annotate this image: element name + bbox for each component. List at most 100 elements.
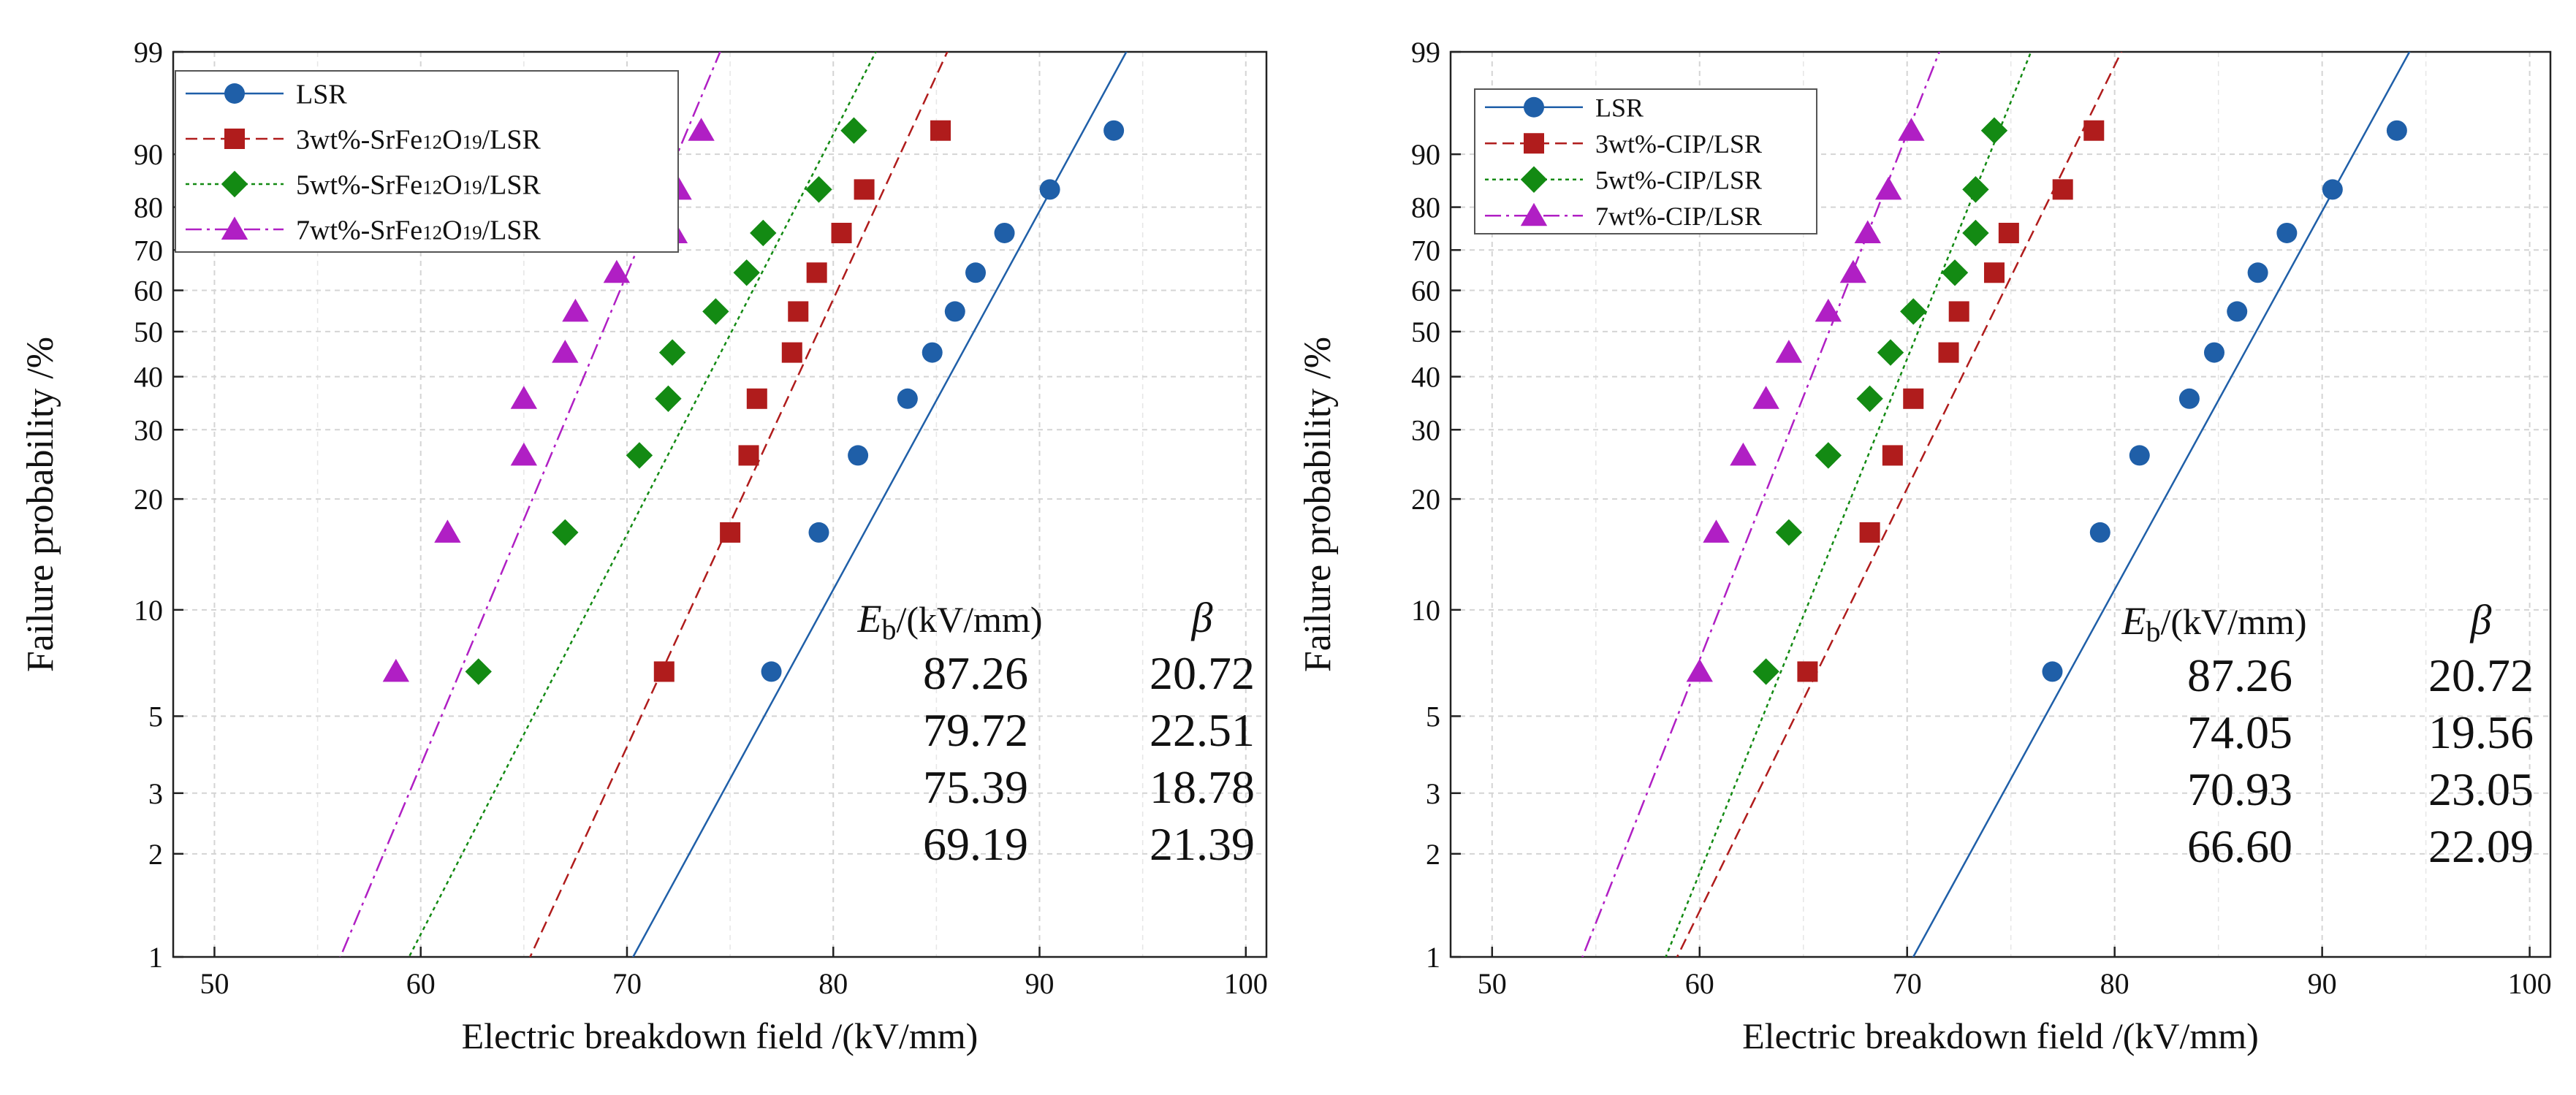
fit-line (408, 52, 877, 957)
y-axis-label: Failure probability /% (20, 337, 61, 672)
legend-label-part: 7wt%-SrFe (296, 215, 422, 245)
data-point (994, 222, 1015, 243)
table-eb-value: 66.60 (2187, 820, 2292, 872)
y-tick-label: 10 (1411, 594, 1440, 627)
legend: LSR 3wt%-CIP/LSR 5wt%-CIP/LSR 7wt%-CIP/LSR (1474, 88, 1817, 234)
data-point (562, 298, 589, 322)
legend-marker (1524, 96, 1544, 118)
legend-label-part: LSR (1595, 93, 1644, 122)
y-tick-label: 10 (134, 594, 163, 627)
data-point (1686, 658, 1713, 682)
data-point (1730, 442, 1757, 466)
data-point (552, 519, 579, 546)
plot-frame (1449, 50, 2552, 958)
data-point (2089, 522, 2110, 543)
data-point (2083, 120, 2105, 141)
legend-label-part: /LSR (482, 124, 542, 155)
legend: LSR3wt%-SrFe12O19/LSR5wt%-SrFe12O19/LSR7… (175, 70, 679, 253)
fit-line (1912, 52, 2411, 957)
data-point (922, 342, 943, 363)
data-point (688, 118, 715, 141)
data-point (510, 442, 538, 466)
data-point (2386, 120, 2407, 141)
grid (1451, 51, 2550, 958)
table-beta-value: 22.51 (1150, 704, 1255, 756)
y-tick-label: 80 (134, 191, 163, 224)
y-tick-label: 40 (134, 361, 163, 394)
legend-label-part: O (442, 215, 462, 245)
data-point (1839, 259, 1867, 283)
data-point (1859, 522, 1880, 543)
data-point (1983, 262, 2005, 283)
series-0 (1912, 52, 2411, 957)
legend-label-part: 5wt%-CIP/LSR (1595, 165, 1762, 194)
data-point (1797, 661, 1818, 682)
table-header-beta: β (1191, 594, 1213, 641)
data-point (1815, 298, 1842, 322)
data-point (738, 445, 759, 466)
legend-label: 5wt%-CIP/LSR (1595, 165, 1762, 194)
data-point (930, 120, 951, 141)
data-point (1938, 342, 1959, 363)
table-eb-value: 87.26 (2187, 649, 2292, 701)
table-eb-value: 87.26 (923, 647, 1028, 699)
y-tick-label: 30 (1411, 413, 1440, 446)
data-point (720, 522, 741, 543)
legend-marker (1524, 133, 1544, 154)
legend-box (175, 70, 679, 253)
data-point (702, 298, 729, 325)
data-point (1941, 259, 1969, 286)
x-tick-label: 100 (2508, 967, 2552, 1000)
table-beta-value: 20.72 (1150, 647, 1255, 699)
data-point (603, 259, 631, 283)
data-point (1854, 220, 1881, 243)
x-tick-label: 70 (1893, 967, 1922, 1000)
data-point (831, 222, 852, 243)
table-header-beta: β (2470, 596, 2492, 644)
legend-label: 3wt%-SrFe12O19/LSR (296, 124, 541, 155)
x-tick-label: 50 (1478, 967, 1507, 1000)
table-beta-value: 19.56 (2428, 706, 2534, 758)
legend-label-part: LSR (296, 79, 347, 110)
table-header-eb: Eb/(kV/mm) (2121, 599, 2307, 648)
data-point (1775, 340, 1803, 363)
data-point (750, 219, 777, 247)
y-tick-label: 3 (148, 777, 163, 810)
y-tick-label: 60 (1411, 274, 1440, 307)
y-tick-label: 80 (1411, 191, 1440, 224)
eb-unit: /(kV/mm) (897, 599, 1043, 640)
data-point (1752, 386, 1779, 409)
legend-label: 3wt%-CIP/LSR (1595, 129, 1762, 159)
data-point (434, 519, 461, 543)
data-point (1856, 385, 1883, 412)
legend-label-part: /LSR (482, 215, 542, 245)
data-point (2227, 301, 2248, 322)
x-tick-label: 60 (1685, 967, 1714, 1000)
fit-line (1665, 52, 2032, 957)
y-tick-label: 60 (134, 274, 163, 307)
x-tick-label: 80 (2100, 967, 2129, 1000)
data-point (1898, 118, 1925, 141)
y-tick-label: 3 (1426, 777, 1440, 810)
x-tick-label: 100 (1224, 967, 1268, 1000)
data-point (1752, 658, 1779, 685)
y-tick-label: 20 (1411, 483, 1440, 516)
data-point (552, 340, 579, 363)
series-1 (529, 52, 951, 957)
legend-label-part: 12 (422, 176, 442, 198)
data-point (806, 262, 827, 283)
x-tick-label: 90 (2308, 967, 2337, 1000)
legend-marker (221, 216, 248, 240)
data-point (1703, 519, 1730, 543)
series-1 (1676, 52, 2123, 957)
series-0 (631, 52, 1128, 957)
y-tick-label: 5 (148, 700, 163, 733)
legend-marker (1520, 166, 1548, 193)
x-tick-label: 50 (200, 967, 229, 1000)
legend-marker (1520, 202, 1548, 226)
parameter-table: Eb/(kV/mm) β 87.26 20.72 79.72 22.51 75.39 18.7… (857, 594, 1255, 870)
x-tick-label: 80 (818, 967, 848, 1000)
